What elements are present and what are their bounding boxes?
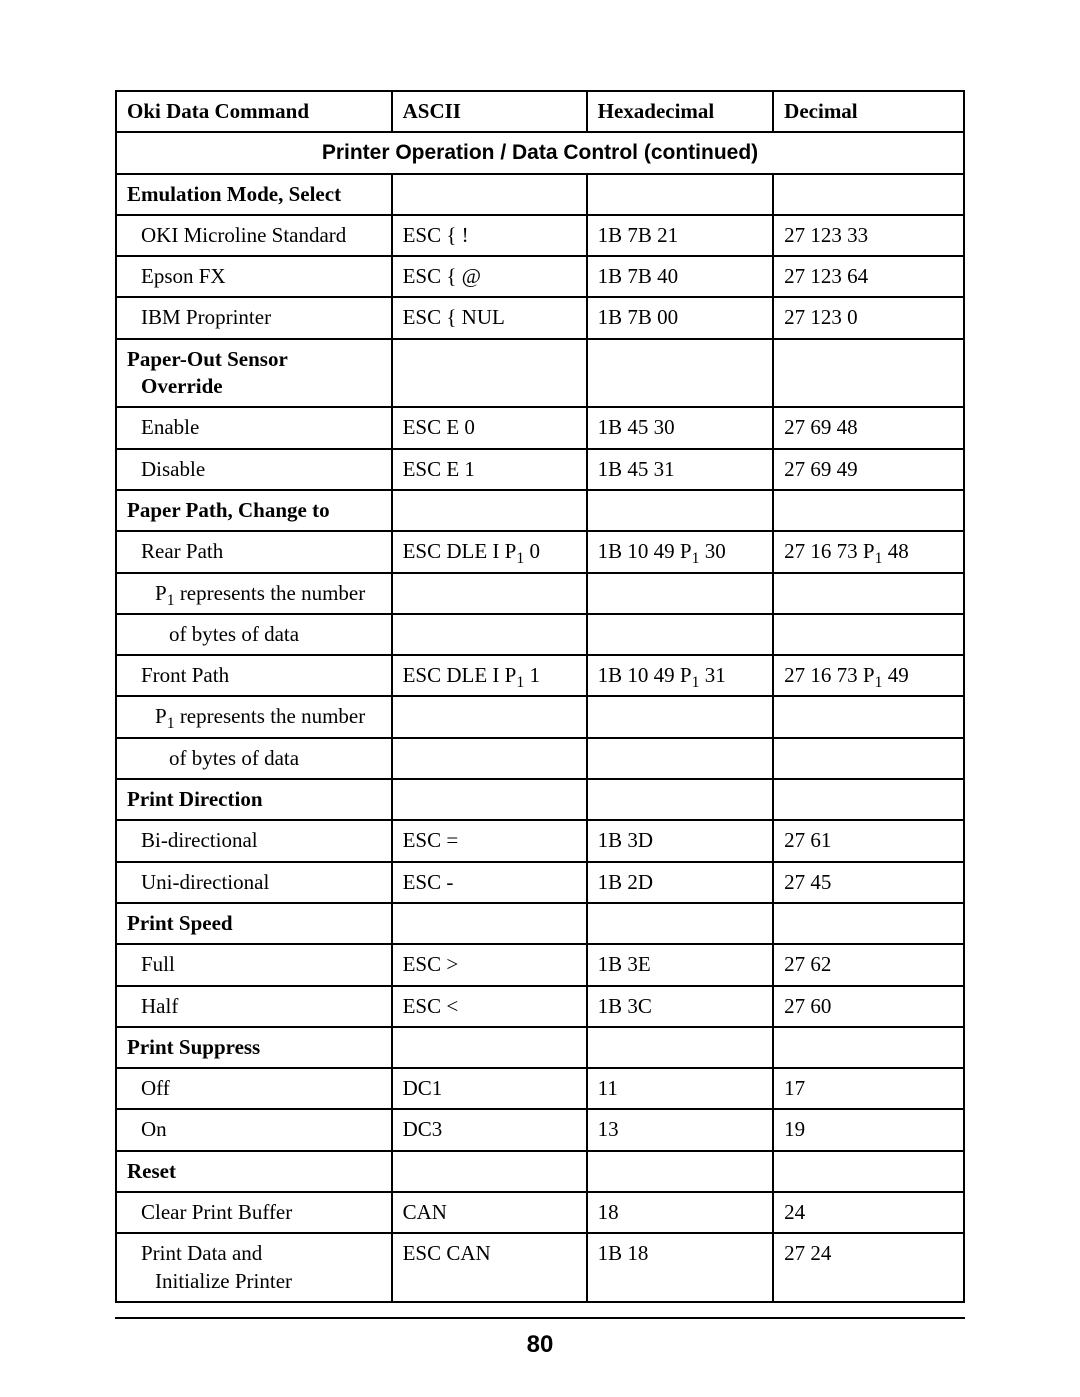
table-row: Oki Data CommandASCIIHexadecimalDecimal bbox=[116, 91, 964, 132]
section-title: Printer Operation / Data Control (contin… bbox=[116, 132, 964, 173]
table-row: Uni-directionalESC -1B 2D27 45 bbox=[116, 862, 964, 903]
table-row: Reset bbox=[116, 1151, 964, 1192]
table-row: Print Suppress bbox=[116, 1027, 964, 1068]
table-row: HalfESC <1B 3C27 60 bbox=[116, 986, 964, 1027]
footer-rule bbox=[115, 1317, 965, 1319]
table-row: Paper-Out SensorOverride bbox=[116, 339, 964, 408]
table-row: Print Data andInitialize PrinterESC CAN1… bbox=[116, 1233, 964, 1302]
table-row: EnableESC E 01B 45 3027 69 48 bbox=[116, 407, 964, 448]
column-header: Oki Data Command bbox=[116, 91, 392, 132]
table-row: OnDC31319 bbox=[116, 1109, 964, 1150]
table-row: Printer Operation / Data Control (contin… bbox=[116, 132, 964, 173]
table-row: Front PathESC DLE I P1 11B 10 49 P1 3127… bbox=[116, 655, 964, 696]
table-row: P1 represents the number bbox=[116, 573, 964, 614]
page-number: 80 bbox=[0, 1331, 1080, 1359]
table-row: Clear Print BufferCAN1824 bbox=[116, 1192, 964, 1233]
table-row: of bytes of data bbox=[116, 738, 964, 779]
table-row: Emulation Mode, Select bbox=[116, 174, 964, 215]
column-header: Hexadecimal bbox=[587, 91, 774, 132]
table-row: Print Direction bbox=[116, 779, 964, 820]
table-row: Rear PathESC DLE I P1 01B 10 49 P1 3027 … bbox=[116, 531, 964, 572]
table-row: IBM ProprinterESC { NUL1B 7B 0027 123 0 bbox=[116, 297, 964, 338]
column-header: ASCII bbox=[392, 91, 587, 132]
table-row: DisableESC E 11B 45 3127 69 49 bbox=[116, 449, 964, 490]
document-page: Oki Data CommandASCIIHexadecimalDecimalP… bbox=[0, 0, 1080, 1303]
command-table: Oki Data CommandASCIIHexadecimalDecimalP… bbox=[115, 90, 965, 1303]
column-header: Decimal bbox=[773, 91, 964, 132]
table-row: Epson FXESC { @1B 7B 4027 123 64 bbox=[116, 256, 964, 297]
table-row: Bi-directionalESC =1B 3D27 61 bbox=[116, 820, 964, 861]
table-row: Paper Path, Change to bbox=[116, 490, 964, 531]
table-row: OffDC11117 bbox=[116, 1068, 964, 1109]
table-body: Oki Data CommandASCIIHexadecimalDecimalP… bbox=[116, 91, 964, 1302]
table-row: P1 represents the number bbox=[116, 696, 964, 737]
table-row: FullESC >1B 3E27 62 bbox=[116, 944, 964, 985]
table-row: of bytes of data bbox=[116, 614, 964, 655]
table-row: Print Speed bbox=[116, 903, 964, 944]
table-row: OKI Microline StandardESC { !1B 7B 2127 … bbox=[116, 215, 964, 256]
